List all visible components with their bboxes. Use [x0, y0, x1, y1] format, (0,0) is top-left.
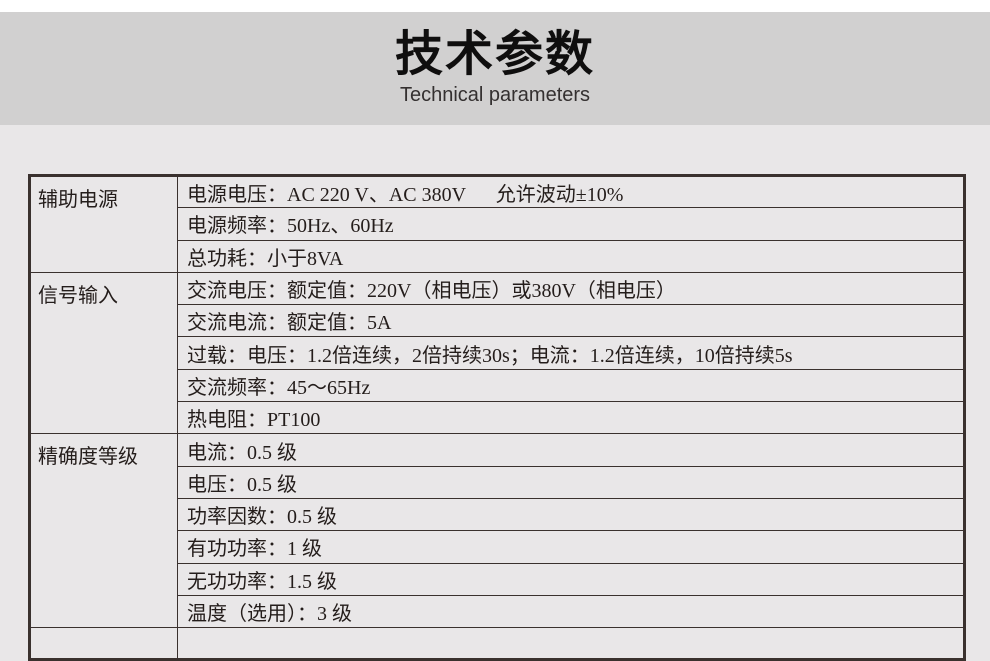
spec-cell-thermal-resistor: 热电阻：PT100	[177, 401, 965, 435]
table-row: 热电阻：PT100	[30, 401, 965, 435]
spec-cell-active-power-accuracy: 有功功率：1 级	[177, 530, 965, 564]
spec-cell-ac-frequency: 交流频率：45～65Hz	[177, 368, 965, 403]
table-row-clipped	[29, 627, 965, 661]
spec-cell-ac-current: 交流电流：额定值：5A	[177, 304, 965, 338]
spec-cell-supply-frequency: 电源频率：50Hz、60Hz	[177, 207, 965, 241]
spec-cell-clipped	[177, 627, 965, 661]
table-row: 信号输入 交流电压：额定值：220V（相电压）或380V（相电压）	[29, 271, 965, 435]
table-row: 过载：电压：1.2倍连续，2倍持续30s；电流：1.2倍连续，10倍持续5s	[30, 336, 965, 370]
spec-cell-overload: 过载：电压：1.2倍连续，2倍持续30s；电流：1.2倍连续，10倍持续5s	[177, 336, 965, 370]
spec-cell-power-factor-accuracy: 功率因数：0.5 级	[177, 497, 965, 532]
table-row: 电源频率：50Hz、60Hz	[30, 207, 965, 241]
header-band: 技术参数 Technical parameters	[0, 12, 990, 125]
table-row: 总功耗：小于8VA	[30, 239, 965, 273]
table-row: 精确度等级 电流：0.5 级	[29, 433, 965, 629]
table-row: 温度（选用）：3 级	[30, 594, 965, 629]
row-group-label-auxiliary-power: 辅助电源	[29, 175, 178, 273]
spec-table: 辅助电源 电源电压：AC 220 V、AC 380V 允许波动±10% 电源频率…	[28, 174, 966, 661]
spec-cell-supply-voltage: 电源电压：AC 220 V、AC 380V 允许波动±10%	[177, 174, 965, 209]
table-row: 电压：0.5 级	[30, 465, 965, 499]
table-row: 功率因数：0.5 级	[30, 497, 965, 532]
page-title: 技术参数	[394, 28, 595, 81]
table-row: 交流频率：45～65Hz	[30, 368, 965, 403]
spec-cell-temperature-accuracy: 温度（选用）：3 级	[177, 594, 965, 629]
spec-cell-voltage-accuracy: 电压：0.5 级	[177, 465, 965, 499]
row-group-label-accuracy-class: 精确度等级	[29, 433, 178, 629]
row-group-label-signal-input: 信号输入	[29, 271, 178, 435]
spec-cell-current-accuracy: 电流：0.5 级	[177, 433, 965, 467]
page-subtitle: Technical parameters	[399, 84, 591, 106]
spec-cell-reactive-power-accuracy: 无功功率：1.5 级	[177, 562, 965, 596]
table-row: 辅助电源 电源电压：AC 220 V、AC 380V 允许波动±10%	[29, 174, 965, 273]
row-group-label-clipped	[29, 627, 178, 661]
top-white-strip	[0, 0, 990, 12]
spec-cell-ac-voltage: 交流电压：额定值：220V（相电压）或380V（相电压）	[177, 271, 965, 306]
spec-cell-total-power-consumption: 总功耗：小于8VA	[177, 239, 965, 273]
